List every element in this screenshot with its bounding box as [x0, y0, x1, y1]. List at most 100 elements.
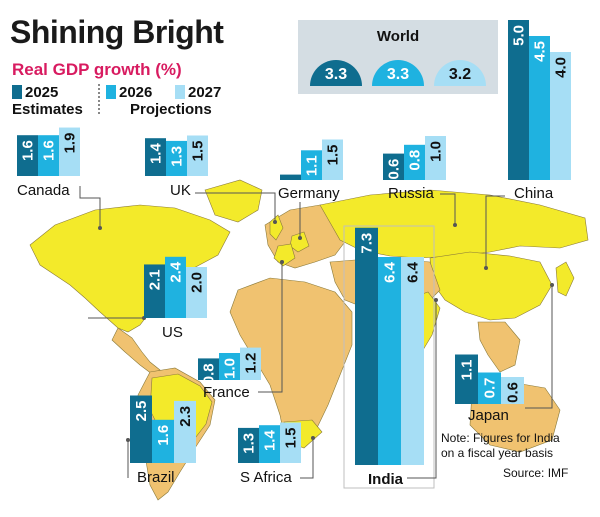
- us-bar-2025: [144, 264, 165, 318]
- uk-value-label-2027: 1.5: [190, 141, 207, 162]
- russia-value-label-2026: 0.8: [407, 150, 424, 171]
- russia-leader-dot: [453, 223, 457, 227]
- us-country-label: US: [162, 324, 183, 341]
- france-shape: [273, 243, 296, 267]
- france-bar-2025: [198, 358, 219, 380]
- chart-title: Shining Bright: [10, 14, 224, 50]
- s-africa-bar-2027: [280, 422, 301, 463]
- china-value-label-2026: 4.5: [532, 41, 549, 62]
- s-africa-bar-2025: [238, 427, 259, 463]
- legend-group-estimates: Estimates: [12, 101, 83, 118]
- france-leader-line: [258, 262, 283, 393]
- china-value-label-2025: 5.0: [511, 25, 528, 46]
- s-africa-value-label-2027: 1.5: [283, 428, 300, 449]
- germany-country-label: Germany: [278, 185, 340, 202]
- uk-bar-2027: [187, 135, 208, 176]
- s-africa-leader-line: [300, 438, 314, 479]
- china-leader-dot: [484, 266, 488, 270]
- world-badge-2025: [310, 60, 362, 86]
- canada-bar-2025: [17, 135, 38, 176]
- india-frame: [343, 225, 435, 489]
- germany-bar-2025: [280, 174, 301, 180]
- russia-value-label-2025: 0.6: [386, 159, 403, 180]
- canada-bar-2027: [59, 127, 80, 176]
- legend-item-2026: 2026: [106, 84, 152, 101]
- us-value-label-2025: 2.1: [147, 269, 164, 290]
- footnote: Note: Figures for India on a fiscal year…: [441, 431, 560, 461]
- brazil-country-label: Brazil: [137, 469, 175, 486]
- china-shape: [429, 251, 553, 321]
- uk-value-label-2026: 1.3: [169, 146, 186, 167]
- canada-leader-dot: [98, 226, 102, 230]
- footnote-line-2: on a fiscal year basis: [441, 446, 554, 460]
- legend-group-projections: Projections: [130, 101, 212, 118]
- russia-value-label-2027: 1.0: [428, 141, 445, 162]
- germany-value-label-2027: 1.5: [325, 145, 342, 166]
- uk-leader-dot: [273, 220, 277, 224]
- world-badge-2027: [434, 60, 486, 86]
- india-country-label: India: [368, 471, 404, 488]
- france-leader-dot: [280, 260, 284, 264]
- france-value-label-2025: 0.8: [201, 363, 218, 384]
- japan-value-label-2025: 1.1: [459, 360, 476, 381]
- s-africa-value-label-2026: 1.4: [262, 430, 279, 452]
- brazil-value-label-2027: 2.3: [177, 406, 194, 427]
- france-value-label-2026: 1.0: [222, 358, 239, 379]
- china-value-label-2027: 4.0: [553, 57, 570, 78]
- us-value-label-2026: 2.4: [168, 261, 185, 283]
- us-bar-2026: [165, 256, 186, 318]
- russia-country-label: Russia: [388, 185, 435, 202]
- germany-leader-dot: [298, 236, 302, 240]
- china-country-label: China: [514, 185, 554, 202]
- russia-bar-2027: [425, 136, 446, 180]
- japan-bar-2027: [501, 377, 524, 404]
- legend-divider: [98, 84, 100, 116]
- uk-country-label: UK: [170, 182, 191, 199]
- france-bar-2026: [219, 353, 240, 380]
- germany-bar-2027: [322, 139, 343, 180]
- japan-leader-line: [525, 285, 553, 409]
- uk-value-label-2025: 1.4: [148, 143, 165, 165]
- india-leader-dot: [434, 298, 438, 302]
- legend-label-2026: 2026: [119, 84, 153, 101]
- india-value-label-2027: 6.4: [405, 261, 422, 283]
- uk-bar-2026: [166, 140, 187, 176]
- russia-bar-2025: [383, 153, 404, 180]
- footnote-line-1: Note: Figures for India: [441, 431, 560, 445]
- s-africa-country-label: S Africa: [240, 469, 292, 486]
- brazil-bar-2027: [174, 400, 196, 463]
- germany-bar-2026: [301, 150, 322, 180]
- us-bar-2027: [186, 267, 207, 318]
- legend-item-2025: 2025: [12, 84, 58, 101]
- germany-value-label-2025: 0.2: [283, 180, 300, 201]
- uk-leader-line: [195, 192, 276, 222]
- canada-leader-line: [79, 186, 101, 228]
- s-africa-value-label-2025: 1.3: [241, 433, 258, 454]
- japan-bar-2026: [478, 372, 501, 404]
- legend-label-2027: 2027: [188, 84, 222, 101]
- canada-value-label-2026: 1.6: [41, 140, 58, 161]
- brazil-leader-dot: [126, 438, 130, 442]
- germany-value-label-2026: 1.1: [304, 155, 321, 176]
- russia-bar-2026: [404, 144, 425, 180]
- world-value-2027: 3.2: [448, 66, 472, 83]
- china-bar-2025: [508, 20, 529, 180]
- chart-subtitle: Real GDP growth (%): [12, 60, 182, 79]
- japan-value-label-2027: 0.6: [505, 382, 522, 403]
- world-badge-2026: [372, 60, 424, 86]
- legend-item-2027: 2027: [175, 84, 221, 101]
- india-value-label-2026: 6.4: [382, 261, 399, 283]
- russia-leader-line: [440, 193, 456, 225]
- canada-value-label-2025: 1.6: [20, 140, 37, 161]
- japan-country-label: Japan: [468, 407, 509, 424]
- canada-value-label-2027: 1.9: [62, 133, 79, 154]
- world-badges: [310, 60, 486, 86]
- source-label: Source: IMF: [503, 466, 569, 480]
- legend-swatch-2025: [12, 85, 22, 99]
- us-value-label-2027: 2.0: [189, 272, 206, 293]
- france-bar-2027: [240, 347, 261, 380]
- india-bar-2026: [378, 257, 401, 465]
- canada-country-label: Canada: [17, 182, 70, 199]
